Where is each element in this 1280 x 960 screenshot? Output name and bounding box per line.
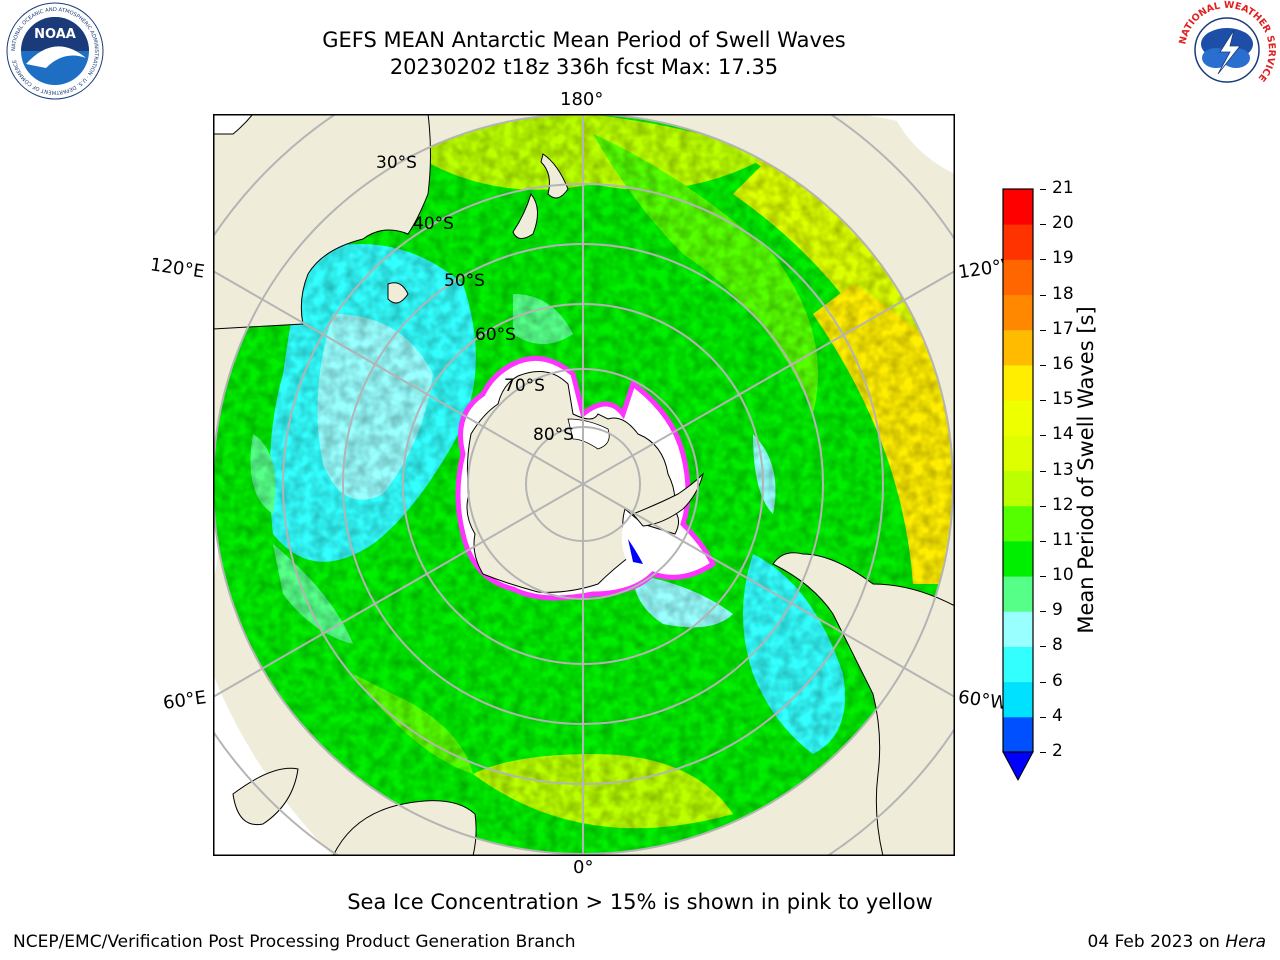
africa-landmass: [332, 800, 477, 856]
colorbar-tick: [1040, 540, 1046, 542]
colorbar-segment: [1003, 435, 1033, 471]
colorbar-tick-label: 17: [1052, 318, 1074, 339]
colorbar-segment: [1003, 576, 1033, 612]
colorbar-segment: [1003, 259, 1033, 296]
nws-logo: NATIONAL WEATHER SERVICE: [1177, 0, 1277, 99]
colorbar-tick-label: 12: [1052, 494, 1074, 515]
lon-label-180: 180°: [560, 89, 604, 110]
antarctica-landmass: [466, 371, 679, 593]
colorbar-tick: [1040, 646, 1046, 648]
colorbar-segment: [1003, 294, 1033, 331]
colorbar-tick: [1040, 259, 1046, 261]
colorbar-segment: [1003, 189, 1033, 225]
machine-name: Hera: [1225, 932, 1266, 952]
colorbar-segment: [1003, 224, 1033, 260]
colorbar-tick: [1040, 611, 1046, 613]
colorbar-tick: [1040, 329, 1046, 331]
colorbar-label: Mean Period of Swell Waves [s]: [1074, 306, 1098, 634]
sea-ice-note: Sea Ice Concentration > 15% is shown in …: [347, 890, 933, 914]
colorbar-tick-label: 18: [1052, 283, 1074, 304]
credit-text: NCEP/EMC/Verification Post Processing Pr…: [13, 932, 576, 952]
lat-label-50s: 50°S: [444, 271, 485, 291]
colorbar-tick: [1040, 470, 1046, 472]
colorbar-tick-label: 15: [1052, 389, 1074, 410]
colorbar-tick: [1040, 294, 1046, 296]
colorbar-segment: [1003, 646, 1033, 683]
colorbar-tick-label: 4: [1052, 705, 1063, 726]
colorbar-tick-label: 16: [1052, 353, 1074, 374]
colorbar-tick-label: 13: [1052, 459, 1074, 480]
colorbar-segment: [1003, 364, 1033, 401]
colorbar-tick-label: 11: [1052, 529, 1074, 550]
colorbar-tick-label: 10: [1052, 565, 1074, 586]
date-text: 04 Feb 2023 on: [1087, 932, 1226, 952]
colorbar-tick: [1040, 681, 1046, 683]
colorbar-outline: [1002, 188, 1034, 753]
map-title-line1: GEFS MEAN Antarctic Mean Period of Swell…: [322, 28, 846, 52]
lat-label-40s: 40°S: [413, 214, 454, 234]
colorbar-tick-label: 14: [1052, 424, 1074, 445]
colorbar-segment: [1003, 470, 1033, 507]
colorbar-segment: [1003, 681, 1033, 718]
map-title-line2: 20230202 t18z 336h fcst Max: 17.35: [389, 55, 779, 79]
colorbar-tick: [1040, 505, 1046, 507]
lat-label-70s: 70°S: [504, 376, 545, 396]
svg-text:NOAA: NOAA: [34, 27, 76, 42]
colorbar-segment: [1003, 540, 1033, 577]
colorbar-tick: [1040, 224, 1046, 226]
polar-stereographic-map: [213, 114, 955, 856]
lon-label-60e: 60°E: [161, 687, 208, 714]
colorbar-tick-label: 8: [1052, 635, 1063, 656]
new-zealand-landmass: [540, 153, 569, 199]
colorbar-tick-label: 21: [1052, 178, 1074, 198]
lon-label-120e: 120°E: [148, 254, 206, 283]
colorbar-tick: [1040, 435, 1046, 437]
colorbar-tick-label: 2: [1052, 741, 1063, 761]
colorbar-tick-label: 20: [1052, 213, 1074, 234]
date-stamp: 04 Feb 2023 on Hera: [1088, 932, 1266, 952]
colorbar-segment: [1003, 716, 1033, 753]
colorbar-tick-label: 9: [1052, 600, 1063, 621]
colorbar-tick: [1040, 189, 1046, 190]
colorbar-tick-label: 19: [1052, 248, 1074, 269]
noaa-logo: NATIONAL OCEANIC AND ATMOSPHERIC ADMINIS…: [6, 2, 104, 100]
lat-label-80s: 80°S: [533, 425, 574, 445]
colorbar-segment: [1003, 329, 1033, 366]
colorbar: [1002, 188, 1034, 782]
colorbar-tick: [1040, 716, 1046, 718]
colorbar-tick: [1040, 400, 1046, 402]
colorbar-segment: [1003, 611, 1033, 647]
lat-label-60s: 60°S: [475, 325, 516, 345]
colorbar-under-arrow: [1002, 751, 1034, 782]
colorbar-tick: [1040, 576, 1046, 578]
colorbar-tick-label: 6: [1052, 670, 1063, 691]
colorbar-segment: [1003, 505, 1033, 542]
map-frame: [213, 114, 955, 856]
longitude-lines: [213, 114, 955, 856]
colorbar-tick: [1040, 752, 1046, 753]
colorbar-tick: [1040, 364, 1046, 366]
colorbar-segment: [1003, 400, 1033, 436]
lat-label-30s: 30°S: [376, 153, 417, 173]
lon-label-0: 0°: [573, 857, 594, 878]
